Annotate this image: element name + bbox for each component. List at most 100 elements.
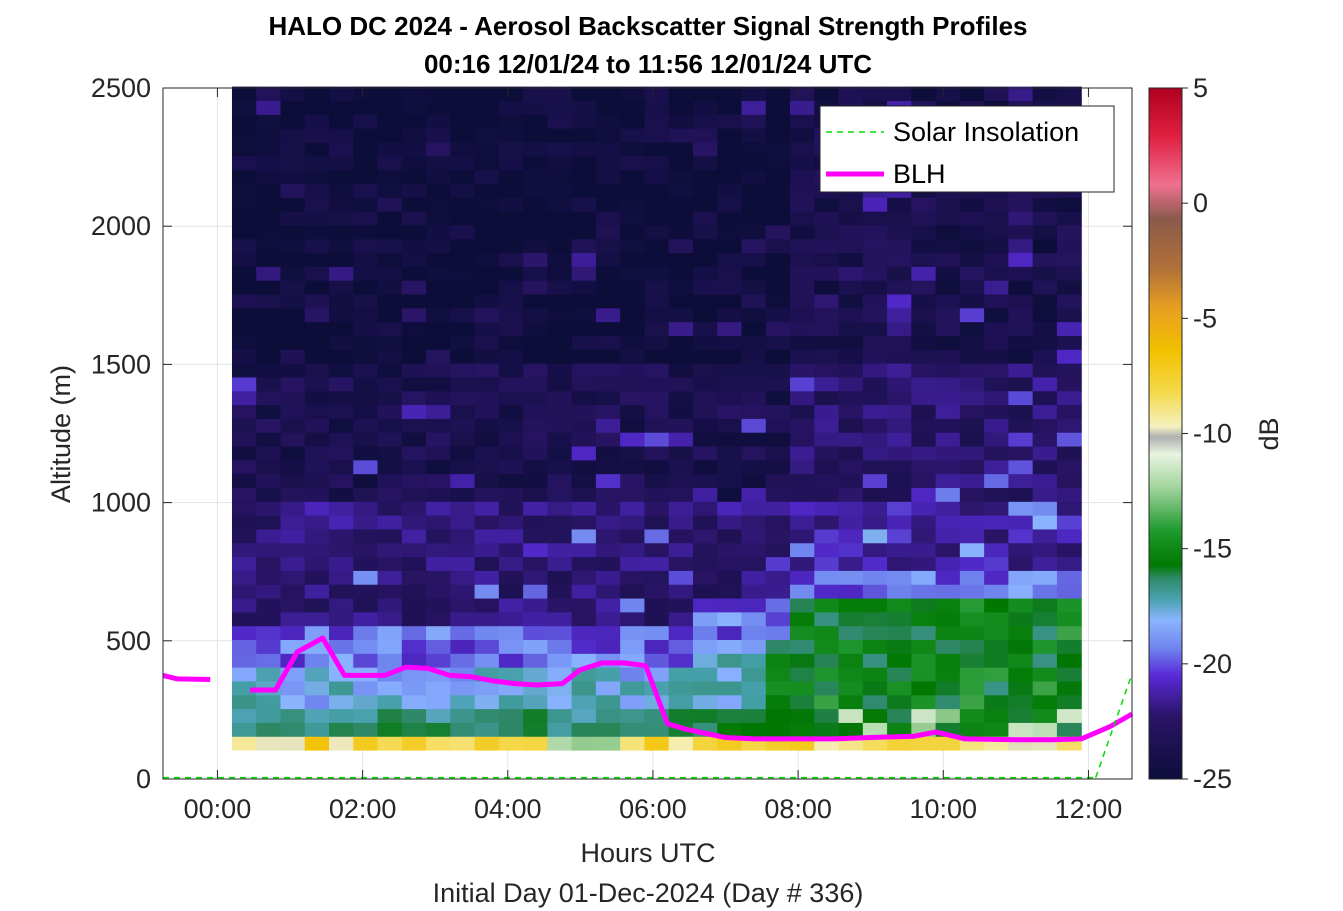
heatmap-cell bbox=[231, 515, 257, 530]
heatmap-cell bbox=[401, 363, 427, 378]
heatmap-cell bbox=[814, 307, 840, 323]
heatmap-cell bbox=[547, 169, 573, 184]
heatmap-cell bbox=[935, 349, 961, 364]
heatmap-cell bbox=[231, 155, 257, 171]
heatmap-cell bbox=[790, 584, 815, 599]
heatmap-cell bbox=[426, 653, 451, 668]
heatmap-cell bbox=[959, 722, 985, 737]
heatmap-cell bbox=[935, 680, 961, 696]
heatmap-cell bbox=[935, 335, 961, 350]
heatmap-cell bbox=[838, 321, 864, 336]
heatmap-cell bbox=[1008, 349, 1034, 364]
heatmap-cell bbox=[329, 708, 354, 723]
heatmap-cell bbox=[329, 445, 354, 461]
heatmap-cell bbox=[911, 736, 937, 751]
heatmap-cell bbox=[959, 708, 985, 723]
heatmap-cell bbox=[692, 597, 718, 613]
heatmap-cell bbox=[547, 694, 573, 710]
heatmap-cell bbox=[256, 542, 282, 558]
heatmap-cell bbox=[353, 653, 379, 668]
heatmap-cell bbox=[741, 100, 767, 115]
heatmap-cell bbox=[644, 211, 670, 226]
heatmap-cell bbox=[474, 487, 500, 502]
heatmap-cell bbox=[838, 694, 864, 710]
heatmap-cell bbox=[620, 528, 646, 544]
heatmap-cell bbox=[644, 556, 670, 571]
heatmap-cell bbox=[231, 708, 257, 723]
heatmap-cell bbox=[231, 141, 257, 157]
heatmap-cell bbox=[717, 667, 743, 682]
heatmap-cell bbox=[887, 515, 912, 530]
heatmap-cell bbox=[450, 459, 476, 475]
heatmap-cell bbox=[790, 404, 815, 419]
heatmap-cell bbox=[814, 211, 840, 226]
heatmap-cell bbox=[231, 722, 257, 737]
heatmap-cell bbox=[450, 487, 476, 502]
heatmap-cell bbox=[668, 390, 694, 406]
heatmap-cell bbox=[790, 280, 815, 295]
heatmap-cell bbox=[231, 183, 257, 198]
heatmap-cell bbox=[1056, 404, 1082, 419]
heatmap-cell bbox=[717, 141, 743, 157]
heatmap-cell bbox=[862, 473, 888, 488]
heatmap-cell bbox=[620, 86, 646, 102]
legend-solar-label: Solar Insolation bbox=[893, 117, 1079, 147]
heatmap-cell bbox=[377, 211, 403, 226]
heatmap-cell bbox=[523, 224, 548, 240]
heatmap-cell bbox=[353, 487, 379, 502]
heatmap-cell bbox=[959, 335, 985, 350]
heatmap-cell bbox=[741, 418, 767, 433]
heatmap-cell bbox=[887, 211, 912, 226]
heatmap-cell bbox=[280, 114, 306, 129]
heatmap-cell bbox=[959, 694, 985, 710]
heatmap-cell bbox=[595, 238, 621, 254]
heatmap-cell bbox=[1008, 86, 1034, 102]
heatmap-cell bbox=[353, 86, 379, 102]
heatmap-cell bbox=[790, 680, 815, 696]
heatmap-cell bbox=[620, 736, 646, 751]
heatmap-cell bbox=[692, 404, 718, 419]
heatmap-cell bbox=[231, 445, 257, 461]
heatmap-cell bbox=[523, 266, 548, 281]
heatmap-cell bbox=[353, 183, 379, 198]
heatmap-cell bbox=[329, 694, 354, 710]
heatmap-cell bbox=[935, 197, 961, 212]
heatmap-cell bbox=[353, 694, 379, 710]
heatmap-cell bbox=[959, 501, 985, 516]
heatmap-cell bbox=[450, 280, 476, 295]
heatmap-cell bbox=[280, 459, 306, 475]
heatmap-cell bbox=[280, 266, 306, 281]
heatmap-cell bbox=[474, 639, 500, 654]
heatmap-cell bbox=[984, 211, 1009, 226]
heatmap-cell bbox=[1008, 197, 1034, 212]
heatmap-cell bbox=[717, 211, 743, 226]
heatmap-cell bbox=[620, 667, 646, 682]
heatmap-cell bbox=[523, 473, 548, 488]
heatmap-cell bbox=[401, 155, 427, 171]
heatmap-cell bbox=[377, 639, 403, 654]
solar-insolation-line bbox=[1094, 673, 1133, 778]
heatmap-cell bbox=[692, 363, 718, 378]
heatmap-cell bbox=[523, 211, 548, 226]
heatmap-cell bbox=[838, 597, 864, 613]
heatmap-cell bbox=[984, 556, 1009, 571]
heatmap-cell bbox=[668, 459, 694, 475]
heatmap-cell bbox=[911, 321, 937, 336]
heatmap-cell bbox=[426, 183, 451, 198]
heatmap-cell bbox=[765, 86, 791, 102]
heatmap-cell bbox=[377, 542, 403, 558]
heatmap-cell bbox=[280, 432, 306, 447]
heatmap-cell bbox=[692, 473, 718, 488]
heatmap-cell bbox=[304, 611, 330, 627]
heatmap-cell bbox=[790, 418, 815, 433]
heatmap-cell bbox=[523, 501, 548, 516]
heatmap-cell bbox=[547, 197, 573, 212]
heatmap-cell bbox=[935, 501, 961, 516]
heatmap-cell bbox=[377, 266, 403, 281]
heatmap-cell bbox=[377, 349, 403, 364]
heatmap-cell bbox=[668, 376, 694, 392]
heatmap-cell bbox=[1032, 293, 1058, 309]
heatmap-cell bbox=[377, 307, 403, 323]
heatmap-cell bbox=[984, 404, 1009, 419]
heatmap-cell bbox=[644, 321, 670, 336]
